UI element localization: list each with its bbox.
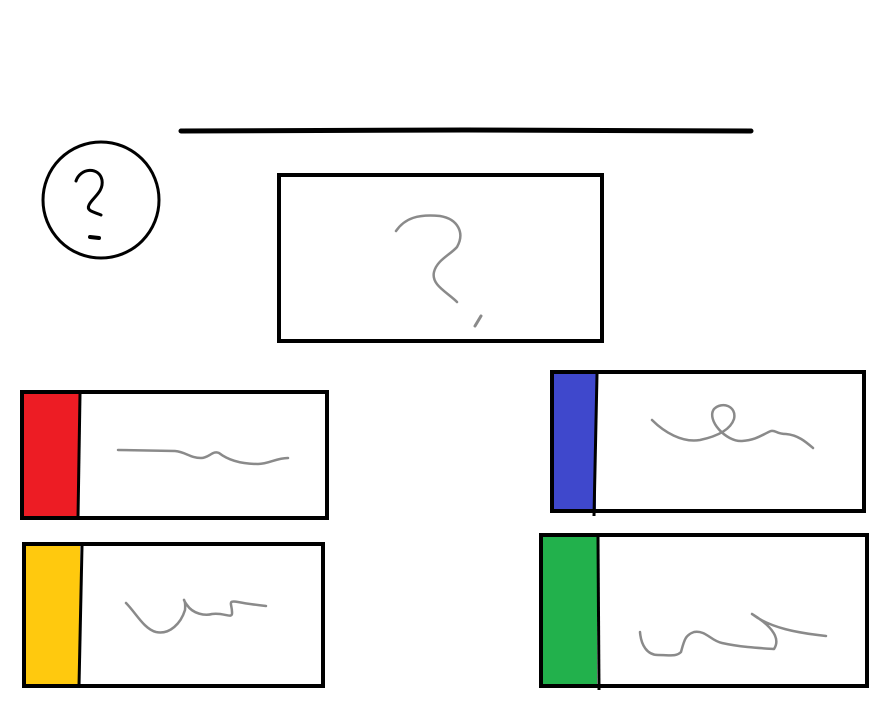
answer-option-yellow[interactable] <box>22 542 325 688</box>
answer-scribble <box>650 403 815 450</box>
title-placeholder-line <box>178 127 754 134</box>
swatch-divider <box>76 393 82 519</box>
prompt-card-frame <box>277 173 604 343</box>
question-mark-icon <box>394 214 483 328</box>
color-swatch-red <box>24 394 79 516</box>
swatch-divider <box>77 545 84 687</box>
answer-scribble <box>124 598 268 634</box>
answer-option-blue[interactable] <box>550 370 866 517</box>
color-swatch-blue <box>554 374 596 509</box>
help-button[interactable] <box>41 140 161 260</box>
answer-option-red[interactable] <box>20 390 329 520</box>
answer-scribble <box>116 448 290 466</box>
color-swatch-yellow <box>26 546 80 684</box>
swatch-divider <box>592 373 599 517</box>
prompt-card <box>277 173 604 343</box>
question-mark-icon <box>74 168 104 240</box>
help-circle <box>41 140 161 260</box>
answer-option-green[interactable] <box>539 533 869 691</box>
swatch-divider <box>596 536 601 691</box>
answer-scribble <box>638 612 828 657</box>
answer-option-frame <box>550 370 866 513</box>
color-swatch-green <box>543 537 597 684</box>
